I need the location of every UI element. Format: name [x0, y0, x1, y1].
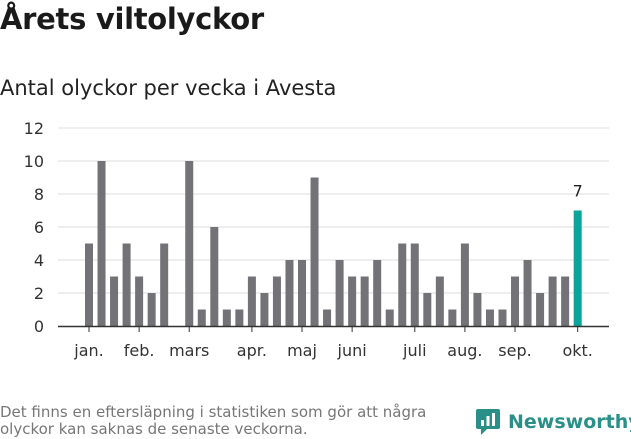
bar [235, 309, 244, 326]
bar [498, 309, 507, 326]
bar [561, 276, 570, 326]
x-tick-label: apr. [237, 341, 267, 360]
bar [523, 260, 532, 326]
y-tick-label: 0 [34, 317, 44, 336]
bar [323, 309, 332, 326]
bar [360, 276, 369, 326]
bar [448, 309, 457, 326]
bar-value-label: 7 [573, 182, 583, 201]
bar-chart: 0 2 4 6 8 10 12 jan. feb. mars apr. maj juni juli aug.… [24, 119, 609, 360]
bar [385, 309, 394, 326]
bar [348, 276, 357, 326]
brand-name: Newsworthy [508, 411, 631, 433]
bar [410, 243, 419, 326]
x-tick-label: okt. [562, 341, 592, 360]
bar [423, 293, 432, 326]
chart-title: Årets viltolyckor [0, 2, 264, 36]
bar [85, 243, 93, 326]
bar [548, 276, 557, 326]
bar [97, 161, 106, 326]
bar [536, 293, 545, 326]
bar [473, 293, 482, 326]
bar [335, 260, 344, 326]
bar [272, 276, 281, 326]
bar [485, 309, 494, 326]
bar [210, 227, 219, 326]
y-tick-label: 2 [34, 284, 44, 303]
bar [147, 293, 156, 326]
y-tick-label: 10 [24, 152, 44, 171]
x-tick-label: feb. [124, 341, 155, 360]
chart-subtitle: Antal olyckor per vecka i Avesta [0, 76, 337, 100]
bar [247, 276, 256, 326]
bar [310, 177, 319, 326]
bar [122, 243, 131, 326]
x-tick-label: aug. [447, 341, 482, 360]
bar [460, 243, 469, 326]
x-tick-label: juni [337, 341, 367, 360]
y-tick-label: 6 [34, 218, 44, 237]
y-tick-label: 4 [34, 251, 44, 270]
newsworthy-logo-icon [476, 409, 500, 435]
bar [285, 260, 294, 326]
bar [135, 276, 144, 326]
y-tick-label: 8 [34, 185, 44, 204]
x-tick-label: jan. [73, 341, 103, 360]
y-tick-label: 12 [24, 119, 44, 138]
x-tick-label: sep. [498, 341, 531, 360]
bar [185, 161, 194, 326]
bar [260, 293, 269, 326]
bar [222, 309, 231, 326]
bar [373, 260, 382, 326]
bar [398, 243, 407, 326]
bar [110, 276, 119, 326]
footnote: Det finns en eftersläpning i statistiken… [0, 403, 427, 438]
bar [511, 276, 520, 326]
bar [298, 260, 307, 326]
bar-highlight [573, 210, 582, 326]
x-tick-label: maj [287, 341, 317, 360]
x-tick-label: mars [169, 341, 209, 360]
newsworthy-logo: Newsworthy [475, 408, 631, 436]
bar [435, 276, 444, 326]
x-tick-label: juli [402, 341, 426, 360]
bar [160, 243, 169, 326]
bar [197, 309, 206, 326]
